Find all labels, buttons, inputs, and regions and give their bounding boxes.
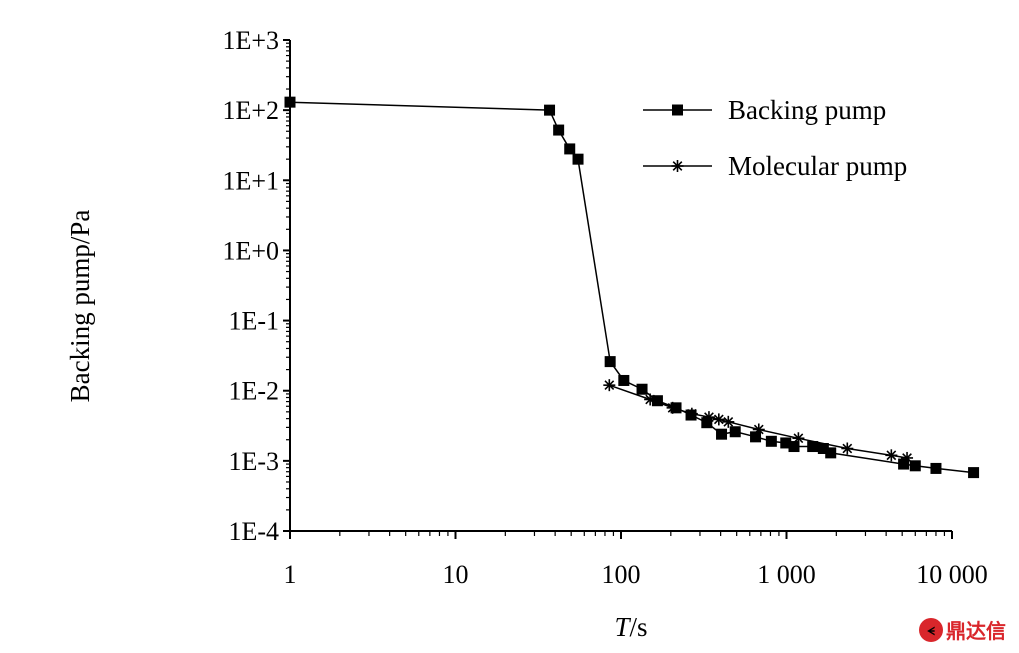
backing-pump-point bbox=[780, 437, 792, 449]
backing-pump-point bbox=[807, 441, 819, 453]
molecular-pump-point bbox=[702, 411, 715, 424]
molecular-pump-point bbox=[841, 442, 854, 455]
axes: 1E+3 1E+2 1E+1 1E+0 1E-1 1E-2 1E-3 1E-41 10 100 1 … bbox=[222, 26, 987, 589]
backing-pump-point bbox=[909, 460, 921, 472]
molecular-pump-point bbox=[685, 407, 698, 420]
x-axis-title-italic: T bbox=[614, 612, 631, 642]
backing-pump-point bbox=[651, 395, 663, 407]
backing-pump-point bbox=[604, 356, 616, 368]
series-layer bbox=[284, 96, 980, 479]
backing-pump-point bbox=[572, 153, 584, 165]
x-axis-title-unit: /s bbox=[630, 612, 648, 642]
molecular-pump-point bbox=[666, 401, 679, 414]
watermark-logo: ᗕ 鼎达信 bbox=[919, 618, 1006, 643]
backing-pump-point bbox=[553, 124, 565, 136]
x-tick-label: 10 000 bbox=[916, 560, 988, 589]
molecular-pump-point bbox=[885, 449, 898, 462]
molecular-pump-point bbox=[644, 393, 657, 406]
y-tick-label: 1E-1 bbox=[228, 307, 279, 336]
backing-pump-point bbox=[729, 426, 741, 438]
backing-pump-point bbox=[750, 431, 762, 443]
legend-marker-backing-pump bbox=[672, 104, 683, 116]
backing-pump-point bbox=[544, 104, 556, 116]
molecular-pump-line bbox=[609, 384, 908, 459]
molecular-pump-point bbox=[722, 415, 735, 428]
backing-pump-point bbox=[817, 443, 829, 455]
x-tick-label: 1 000 bbox=[757, 560, 816, 589]
backing-pump-point bbox=[968, 467, 980, 479]
legend-label-molecular-pump: Molecular pump bbox=[728, 151, 907, 181]
y-tick-label: 1E-2 bbox=[228, 377, 279, 406]
x-axis-title: T/s bbox=[614, 612, 647, 642]
molecular-pump-point bbox=[752, 423, 765, 436]
watermark-badge-icon bbox=[919, 618, 943, 642]
backing-pump-point bbox=[701, 417, 713, 429]
backing-pump-point bbox=[716, 428, 728, 440]
y-tick-label: 1E+1 bbox=[222, 166, 279, 195]
legend: Backing pump Molecular pump bbox=[643, 95, 907, 181]
molecular-pump-point bbox=[712, 413, 725, 426]
watermark-text: 鼎达信 bbox=[946, 619, 1006, 643]
backing-pump-point bbox=[788, 441, 800, 453]
y-tick-label: 1E+3 bbox=[222, 26, 279, 55]
backing-pump-point bbox=[618, 374, 630, 386]
legend-label-backing-pump: Backing pump bbox=[728, 95, 886, 125]
y-tick-label: 1E-4 bbox=[228, 517, 279, 546]
x-tick-label: 10 bbox=[443, 560, 469, 589]
y-axis-title: Backing pump/Pa bbox=[65, 210, 95, 403]
backing-pump-point bbox=[825, 447, 837, 459]
y-tick-label: 1E-3 bbox=[228, 447, 279, 476]
backing-pump-point bbox=[564, 143, 576, 155]
y-tick-label: 1E+2 bbox=[222, 96, 279, 125]
molecular-pump-point bbox=[901, 451, 914, 464]
backing-pump-point bbox=[636, 383, 648, 395]
x-tick-label: 1 bbox=[284, 560, 297, 589]
molecular-pump-point bbox=[603, 379, 616, 392]
backing-pump-point bbox=[284, 96, 296, 108]
backing-pump-point bbox=[898, 458, 910, 470]
legend-marker-molecular-pump bbox=[671, 160, 684, 172]
backing-pump-point bbox=[765, 435, 777, 447]
watermark-badge-glyph: ᗕ bbox=[927, 626, 935, 638]
molecular-pump-point bbox=[792, 432, 805, 445]
y-tick-label: 1E+0 bbox=[222, 236, 279, 265]
x-tick-label: 100 bbox=[602, 560, 641, 589]
backing-pump-point bbox=[930, 462, 942, 474]
